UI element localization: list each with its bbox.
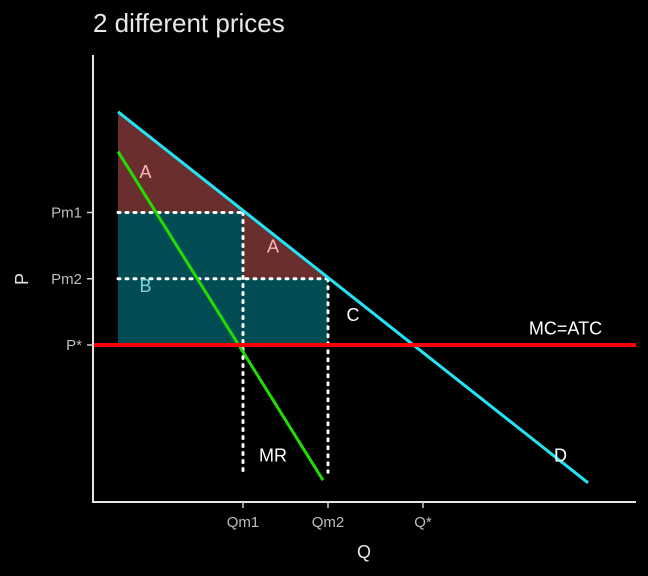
annotation-mc-atc-5: MC=ATC	[529, 318, 602, 338]
series-lines	[93, 110, 636, 484]
chart-title: 2 different prices	[93, 8, 285, 38]
shaded-regions	[118, 111, 328, 345]
annotation-b-3: B	[139, 276, 151, 296]
y-tick-label-pstar: P*	[66, 337, 82, 354]
annotation-c-4: C	[347, 305, 360, 325]
x-tick-label-qstar: Q*	[414, 514, 432, 531]
dotted-guides	[116, 211, 330, 474]
axis-ticks: Qm1 Qm2 Q* Pm1 Pm2 P*	[51, 205, 432, 532]
annotation-a-1: A	[139, 162, 151, 182]
x-tick-label-qm1: Qm1	[227, 514, 260, 531]
x-axis-title: Q	[357, 542, 371, 562]
annotation-a-2: A	[267, 236, 279, 256]
y-axis-title: P	[12, 273, 32, 285]
annotations: A A B C MC=ATC MR D	[139, 162, 602, 466]
annotation-d-7: D	[554, 446, 567, 466]
y-tick-label-pm2: Pm2	[51, 271, 82, 288]
x-tick-label-qm2: Qm2	[312, 514, 345, 531]
series-line-d	[117, 110, 589, 484]
y-tick-label-pm1: Pm1	[51, 205, 82, 222]
series-line-mr	[116, 150, 325, 481]
annotation-mr-6: MR	[259, 446, 287, 466]
